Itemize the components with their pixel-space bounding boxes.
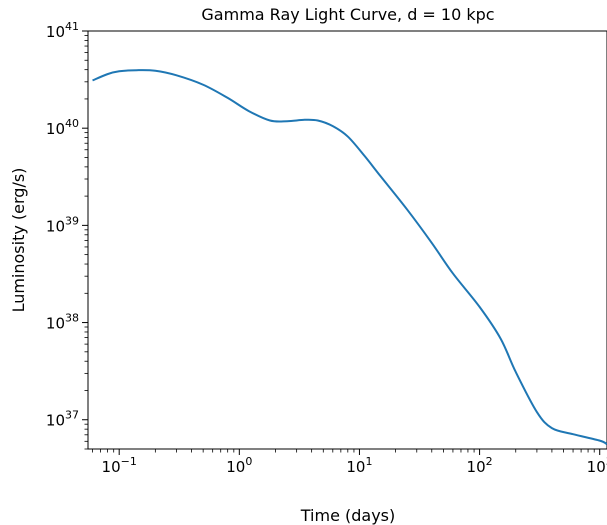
x-axis-ticks: 10−1 100 101 102 103 <box>92 449 607 476</box>
y-tick-label: 1037 <box>46 409 79 430</box>
y-tick-label: 1038 <box>46 312 79 333</box>
series-group <box>92 69 607 446</box>
y-axis-label: Luminosity (erg/s) <box>9 168 28 313</box>
x-axis-label: Time (days) <box>300 506 396 525</box>
luminosity-series-line <box>92 69 607 446</box>
x-tick-label: 10−1 <box>102 455 137 476</box>
x-tick-label: 100 <box>226 455 252 476</box>
x-tick-label: 101 <box>346 455 372 476</box>
x-tick-label: 103 <box>587 455 607 476</box>
plot-frame <box>87 30 607 450</box>
x-tick-label: 102 <box>467 455 493 476</box>
y-tick-label: 1039 <box>46 214 79 235</box>
y-axis-ticks: 1037 1038 1039 1040 1041 <box>46 20 88 450</box>
y-tick-label: 1040 <box>46 117 79 138</box>
chart-title: Gamma Ray Light Curve, d = 10 kpc <box>201 5 494 24</box>
y-tick-label: 1041 <box>46 20 79 41</box>
